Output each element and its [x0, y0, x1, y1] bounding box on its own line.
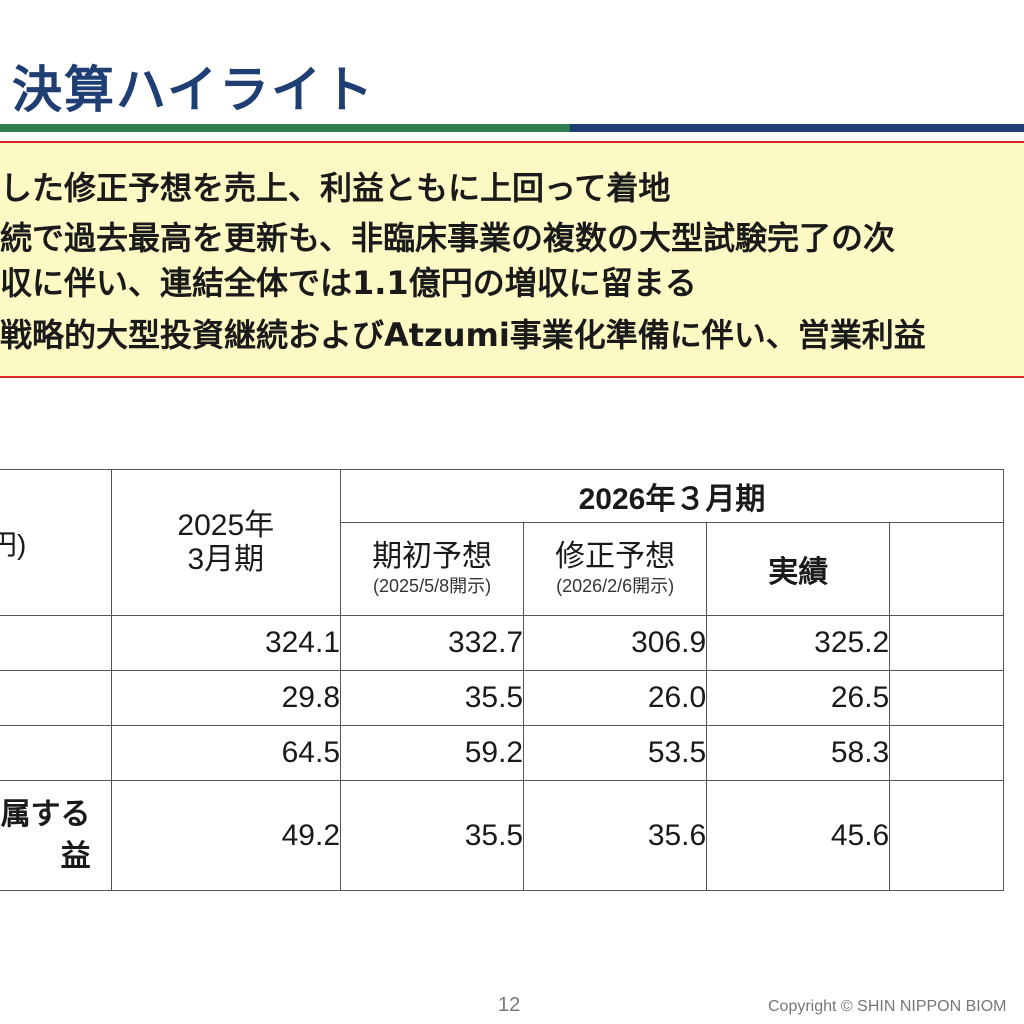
summary-line: 戦略的大型投資継続およびAtzumi事業化準備に伴い、営業利益 — [0, 316, 926, 354]
prev-value: 324.1 — [110, 615, 342, 671]
actual-value: 45.6 — [706, 780, 891, 891]
initial-value: 332.7 — [340, 615, 525, 671]
table-row: 属する 益 49.2 35.5 35.6 45.6 — [0, 780, 1004, 891]
actual-value: 58.3 — [706, 725, 891, 781]
initial-value: 59.2 — [340, 725, 525, 781]
revised-value: 306.9 — [523, 615, 708, 671]
initial-forecast-label: 期初予想 — [372, 540, 493, 573]
table-row: 64.5 59.2 53.5 58.3 — [0, 725, 1004, 781]
copyright-text: Copyright © SHIN NIPPON BIOM — [768, 998, 1007, 1015]
summary-line: 続で過去最高を更新も、非臨床事業の複数の大型試験完了の次 — [0, 219, 896, 257]
extra-cell — [889, 670, 1004, 726]
table-row: 324.1 332.7 306.9 325.2 — [0, 615, 1004, 671]
initial-value: 35.5 — [340, 780, 525, 891]
actual-header: 実績 — [706, 522, 891, 616]
revised-forecast-label: 修正予想 — [555, 540, 676, 573]
initial-value: 35.5 — [340, 670, 525, 726]
revised-forecast-header: 修正予想 (2026/2/6開示) — [523, 522, 708, 616]
summary-line: 収に伴い、連結全体では1.1億円の増収に留まる — [0, 264, 697, 302]
summary-line: した修正予想を売上、利益ともに上回って着地 — [0, 169, 671, 207]
prev-period-header: 2025年 3月期 — [110, 469, 342, 616]
unit-label: 円) — [0, 528, 27, 560]
results-table: 円) 2025年 3月期 2026年３月期 期初予想 (2025/5/8開示) … — [0, 469, 1004, 891]
row-label: 属する 益 — [0, 780, 112, 891]
page-number: 12 — [498, 994, 521, 1016]
title-divider-navy — [570, 124, 1024, 132]
actual-value: 325.2 — [706, 615, 891, 671]
table-row: 29.8 35.5 26.0 26.5 — [0, 670, 1004, 726]
extra-cell — [889, 725, 1004, 781]
extra-cell — [889, 780, 1004, 891]
page-title: 決算ハイライト — [12, 61, 375, 119]
initial-forecast-header: 期初予想 (2025/5/8開示) — [340, 522, 525, 616]
title-divider-green — [0, 124, 570, 132]
prev-value: 64.5 — [110, 725, 342, 781]
revised-forecast-date: (2026/2/6開示) — [556, 576, 675, 596]
prev-value: 29.8 — [110, 670, 342, 726]
row-label — [0, 670, 112, 726]
actual-value: 26.5 — [706, 670, 891, 726]
revised-value: 35.6 — [523, 780, 708, 891]
extra-cell — [889, 615, 1004, 671]
revised-value: 53.5 — [523, 725, 708, 781]
extra-header-cell — [889, 522, 1004, 616]
current-period-header: 2026年３月期 — [340, 469, 1004, 523]
row-label — [0, 615, 112, 671]
prev-period-label: 2025年 3月期 — [177, 508, 275, 576]
revised-value: 26.0 — [523, 670, 708, 726]
row-label — [0, 725, 112, 781]
initial-forecast-date: (2025/5/8開示) — [373, 576, 492, 596]
unit-header-cell: 円) — [0, 469, 112, 616]
prev-value: 49.2 — [110, 780, 342, 891]
summary-box: した修正予想を売上、利益ともに上回って着地 続で過去最高を更新も、非臨床事業の複… — [0, 141, 1024, 378]
